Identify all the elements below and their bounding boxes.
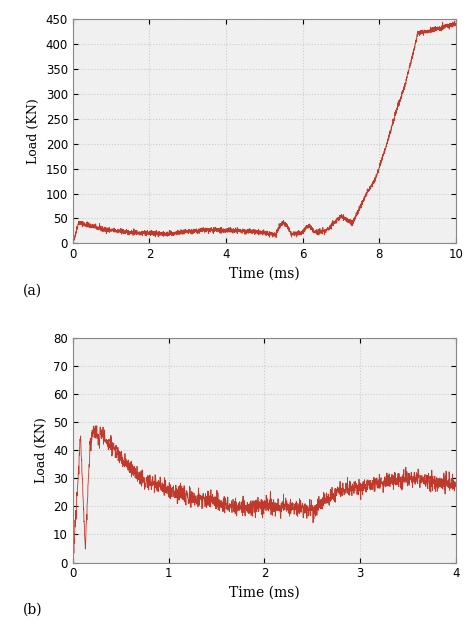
Text: (a): (a)	[23, 284, 42, 298]
X-axis label: Time (ms): Time (ms)	[229, 267, 300, 281]
Text: (b): (b)	[23, 603, 43, 617]
X-axis label: Time (ms): Time (ms)	[229, 586, 300, 600]
Y-axis label: Load (KN): Load (KN)	[27, 98, 40, 164]
Y-axis label: Load (KN): Load (KN)	[35, 418, 47, 483]
